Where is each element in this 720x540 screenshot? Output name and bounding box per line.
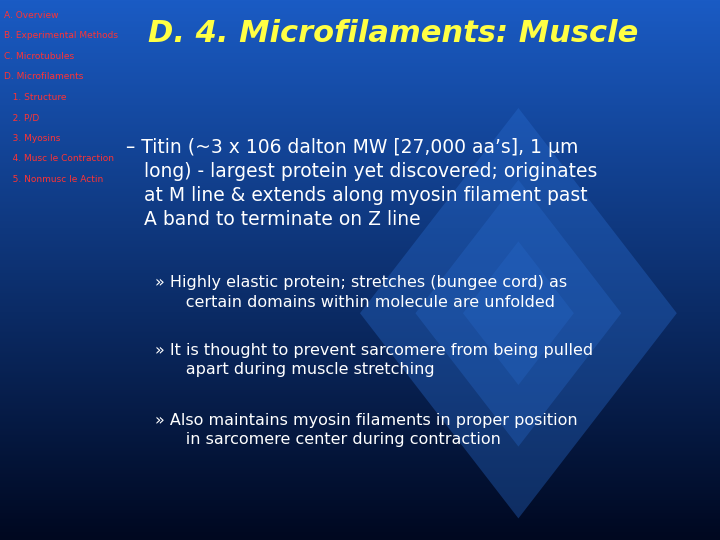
Text: A. Overview: A. Overview [4,11,58,20]
Text: » It is thought to prevent sarcomere from being pulled
      apart during muscle: » It is thought to prevent sarcomere fro… [155,343,593,377]
Text: B. Experimental Methods: B. Experimental Methods [4,31,117,40]
Text: 2. P/D: 2. P/D [4,113,39,123]
Text: 1. Structure: 1. Structure [4,93,66,102]
Text: C. Microtubules: C. Microtubules [4,52,73,61]
Text: 4. Musc le Contraction: 4. Musc le Contraction [4,154,114,164]
Polygon shape [463,241,574,385]
Polygon shape [360,108,677,518]
Text: 5. Nonmusc le Actin: 5. Nonmusc le Actin [4,175,103,184]
Text: 3. Myosins: 3. Myosins [4,134,60,143]
Text: – Titin (~3 x 106 dalton MW [27,000 aa’s], 1 μm
   long) - largest protein yet d: – Titin (~3 x 106 dalton MW [27,000 aa’s… [126,138,598,230]
Text: D. Microfilaments: D. Microfilaments [4,72,83,82]
Text: D. 4. Microfilaments: Muscle: D. 4. Microfilaments: Muscle [148,19,638,48]
Polygon shape [415,180,621,447]
Text: » Highly elastic protein; stretches (bungee cord) as
      certain domains withi: » Highly elastic protein; stretches (bun… [155,275,567,309]
Text: » Also maintains myosin filaments in proper position
      in sarcomere center d: » Also maintains myosin filaments in pro… [155,413,577,447]
